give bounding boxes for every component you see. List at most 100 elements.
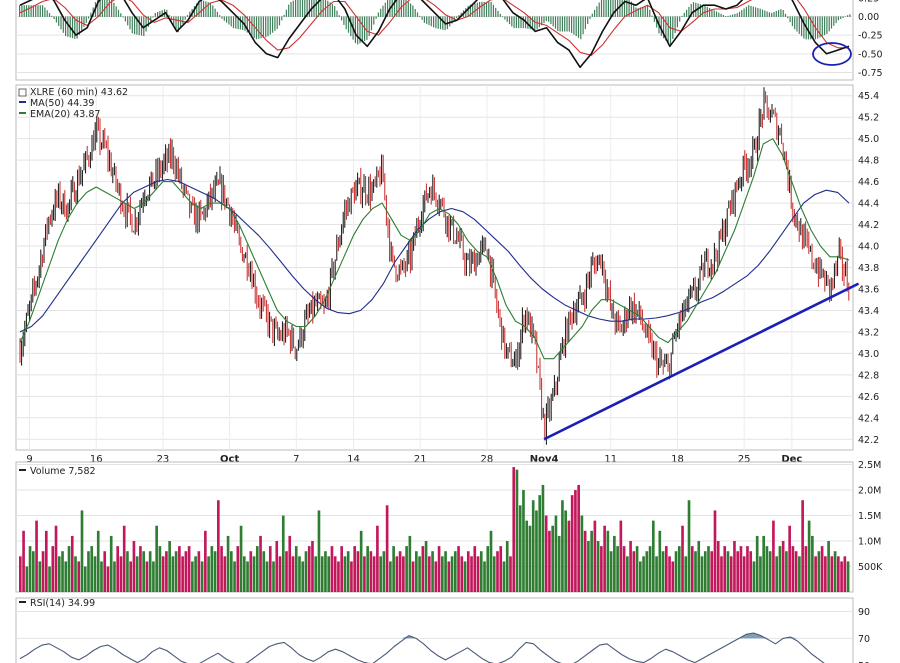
macd-histogram-bar bbox=[554, 16, 557, 29]
macd-histogram-bar bbox=[106, 0, 108, 17]
price-tick-label: 43.8 bbox=[858, 263, 879, 274]
macd-histogram-bar bbox=[341, 16, 343, 21]
macd-histogram-bar bbox=[485, 1, 488, 17]
macd-histogram-bar bbox=[274, 16, 276, 31]
volume-bar bbox=[609, 551, 613, 592]
macd-histogram-bar bbox=[345, 16, 347, 30]
volume-bar bbox=[473, 546, 477, 592]
macd-histogram-bar bbox=[559, 16, 561, 32]
macd-histogram-bar bbox=[382, 5, 384, 17]
volume-bar bbox=[567, 520, 571, 592]
volume-bar bbox=[843, 556, 847, 592]
macd-histogram-bar bbox=[810, 16, 812, 40]
macd-histogram-bar bbox=[101, 0, 103, 17]
rsi-overbought-fill bbox=[20, 633, 849, 639]
macd-histogram-bar bbox=[619, 0, 621, 17]
volume-bar bbox=[561, 500, 564, 592]
price-tick-label: 43.4 bbox=[858, 306, 879, 317]
volume-bar bbox=[522, 490, 525, 592]
volume-bar bbox=[402, 556, 405, 592]
volume-bar bbox=[398, 551, 402, 592]
macd-histogram-bar bbox=[605, 0, 607, 17]
volume-bar bbox=[369, 551, 373, 592]
volume-bar bbox=[703, 551, 707, 592]
volume-bar bbox=[109, 535, 113, 592]
macd-histogram-bar bbox=[205, 1, 207, 17]
macd-histogram-bar bbox=[223, 16, 225, 21]
macd-histogram-bar bbox=[594, 9, 596, 17]
macd-histogram-bar bbox=[230, 16, 232, 27]
macd-histogram-bar bbox=[490, 1, 492, 17]
macd-histogram-bar bbox=[835, 16, 837, 24]
macd-histogram-bar bbox=[403, 0, 405, 17]
macd-histogram-bar bbox=[329, 2, 331, 17]
macd-histogram-bar bbox=[322, 0, 324, 17]
x-tick-label: Nov4 bbox=[530, 454, 559, 465]
macd-histogram-bar bbox=[725, 16, 727, 17]
volume-bar bbox=[408, 535, 412, 592]
macd-histogram-bar bbox=[285, 9, 287, 17]
volume-bar bbox=[596, 541, 600, 592]
volume-bar bbox=[291, 556, 295, 592]
macd-histogram-bar bbox=[161, 10, 163, 17]
volume-panel: 2.5M 2.0M 1.5M 1.0M 500K Volume 7,582 bbox=[15, 460, 883, 593]
volume-bar bbox=[713, 510, 717, 592]
volume-bar bbox=[350, 561, 353, 592]
volume-bar bbox=[41, 551, 45, 592]
macd-histogram-bar bbox=[709, 8, 711, 17]
volume-bar bbox=[148, 551, 152, 592]
macd-histogram-bar bbox=[113, 2, 115, 17]
volume-bar bbox=[661, 551, 665, 592]
macd-histogram-bar bbox=[76, 16, 78, 39]
macd-histogram-bar bbox=[74, 16, 76, 39]
macd-histogram-bar bbox=[683, 12, 685, 17]
rsi-tick-label: 50 bbox=[858, 661, 870, 663]
volume-bar bbox=[239, 525, 243, 592]
macd-histogram-bar bbox=[157, 12, 159, 17]
macd-histogram-bar bbox=[761, 9, 764, 17]
macd-histogram-bar bbox=[228, 16, 230, 25]
volume-bar bbox=[677, 546, 681, 592]
macd-histogram-bar bbox=[582, 16, 584, 35]
volume-bar bbox=[772, 520, 775, 592]
macd-histogram-bar bbox=[515, 16, 517, 29]
volume-bar bbox=[486, 546, 490, 592]
volume-bar bbox=[223, 556, 227, 592]
volume-tick-label: 500K bbox=[858, 562, 883, 573]
macd-histogram-bar bbox=[642, 6, 644, 17]
x-tick-label: 7 bbox=[293, 454, 299, 465]
volume-bar bbox=[405, 546, 408, 592]
macd-histogram-bar bbox=[426, 16, 428, 24]
macd-histogram-bar bbox=[359, 16, 361, 44]
volume-bar bbox=[814, 556, 817, 592]
macd-histogram-bar bbox=[127, 16, 129, 26]
macd-histogram-bar bbox=[357, 16, 359, 45]
macd-histogram-bar bbox=[791, 16, 793, 27]
macd-histogram-bar bbox=[439, 16, 442, 30]
macd-histogram-bar bbox=[198, 0, 200, 17]
volume-bar bbox=[515, 469, 519, 592]
volume-bar bbox=[502, 561, 506, 592]
volume-bar bbox=[528, 525, 532, 592]
volume-bar bbox=[314, 556, 318, 592]
macd-histogram-bar bbox=[88, 16, 90, 19]
volume-bar bbox=[298, 556, 301, 592]
x-tick-label: 14 bbox=[347, 454, 360, 465]
annotation-circle bbox=[812, 42, 852, 66]
macd-histogram-bar bbox=[39, 5, 41, 17]
macd-histogram-bar bbox=[175, 16, 177, 31]
macd-histogram-bar bbox=[651, 15, 653, 17]
legend-label: EMA(20) 43.87 bbox=[30, 109, 100, 120]
macd-histogram-bar bbox=[42, 5, 44, 17]
macd-histogram-bar bbox=[646, 5, 649, 17]
macd-histogram-bar bbox=[32, 5, 34, 17]
volume-bar bbox=[83, 566, 87, 592]
macd-histogram-bar bbox=[828, 16, 830, 32]
macd-histogram-bar bbox=[35, 5, 37, 17]
volume-bar bbox=[710, 551, 714, 592]
macd-histogram-bar bbox=[844, 16, 846, 17]
volume-bar bbox=[794, 551, 798, 592]
volume-bar bbox=[577, 484, 580, 592]
macd-histogram-bar bbox=[182, 16, 184, 24]
macd-histogram-bar bbox=[295, 0, 297, 17]
